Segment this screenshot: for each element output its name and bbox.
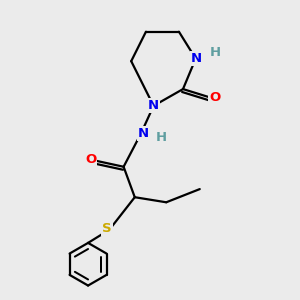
Text: O: O: [85, 153, 96, 166]
Text: S: S: [102, 222, 112, 235]
Text: H: H: [209, 46, 220, 59]
Text: H: H: [156, 131, 167, 144]
Text: O: O: [209, 91, 220, 104]
Text: N: N: [148, 99, 159, 112]
Text: N: N: [138, 127, 149, 140]
Text: N: N: [191, 52, 202, 65]
